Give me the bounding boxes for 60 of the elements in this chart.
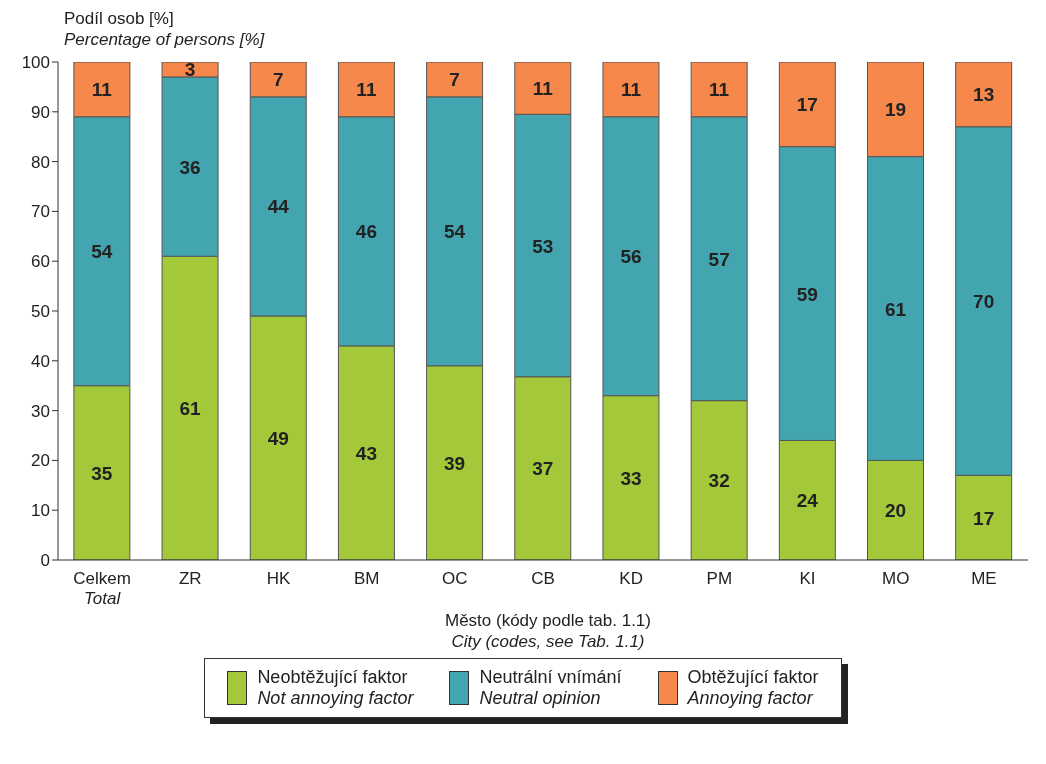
x-tick-label: MO xyxy=(882,569,910,588)
x-tick-label: KI xyxy=(799,569,816,588)
y-axis-title: Podíl osob [%] Percentage of persons [%] xyxy=(64,8,266,50)
data-label: 35 xyxy=(91,462,113,484)
data-label: 20 xyxy=(884,500,907,522)
data-label: 7 xyxy=(272,69,284,91)
legend-label: Obtěžující faktor Annoying factor xyxy=(687,667,819,709)
data-label: 39 xyxy=(444,452,466,474)
data-label: 7 xyxy=(449,69,460,91)
data-label: 3 xyxy=(184,59,196,81)
data-label: 36 xyxy=(179,156,201,178)
y-tick-label: 50 xyxy=(31,302,50,322)
data-label: 24 xyxy=(796,490,819,512)
y-tick-label: 100 xyxy=(21,53,50,73)
legend-label: Neutrální vnímání Neutral opinion xyxy=(479,667,622,709)
data-label: 49 xyxy=(267,427,289,449)
x-tick-label: ME xyxy=(971,569,997,588)
data-label: 11 xyxy=(356,79,377,101)
y-tick-label: 90 xyxy=(31,102,50,122)
x-tick-label: KD xyxy=(619,569,643,588)
x-tick-label: OC xyxy=(442,569,468,588)
x-tick-label: PM xyxy=(706,569,733,588)
x-tick-label: HK xyxy=(266,569,291,588)
x-tick-label: CB xyxy=(531,569,555,588)
y-tick-label: 70 xyxy=(31,202,50,222)
data-label: 11 xyxy=(91,79,113,101)
x-tick-label: ZR xyxy=(178,569,202,588)
data-label: 61 xyxy=(884,298,907,320)
data-label: 33 xyxy=(620,467,642,489)
data-label: 37 xyxy=(532,458,554,480)
data-label: 44 xyxy=(267,196,290,218)
data-label: 17 xyxy=(973,507,995,529)
x-axis-title: Město (kódy podle tab. 1.1) City (codes, see Tab. 1.1) xyxy=(444,610,652,652)
data-label: 57 xyxy=(708,248,730,270)
y-tick-label: 80 xyxy=(31,152,50,172)
y-tick-label: 60 xyxy=(31,252,50,272)
data-label: 54 xyxy=(91,241,113,263)
data-label: 59 xyxy=(796,283,818,305)
y-tick-label: 40 xyxy=(31,351,50,371)
data-label: 32 xyxy=(708,470,730,492)
data-label: 13 xyxy=(973,84,995,106)
data-label: 11 xyxy=(709,79,730,101)
data-label: 70 xyxy=(973,291,995,313)
x-tick-label: BM xyxy=(353,569,380,588)
data-label: 56 xyxy=(620,246,642,268)
data-label: 53 xyxy=(532,235,554,257)
y-tick-label: 20 xyxy=(31,451,50,471)
data-label: 19 xyxy=(884,99,907,121)
y-tick-label: 0 xyxy=(40,551,50,571)
data-label: 11 xyxy=(620,79,642,101)
data-label: 43 xyxy=(355,442,377,464)
data-label: 61 xyxy=(179,398,202,420)
y-tick-label: 30 xyxy=(31,401,50,421)
y-tick-label: 10 xyxy=(31,501,50,521)
data-label: 17 xyxy=(796,94,818,116)
data-label: 11 xyxy=(532,78,554,100)
data-label: 54 xyxy=(444,221,466,243)
legend-label: Neobtěžující faktor Not annoying factor xyxy=(257,667,414,709)
data-label: 46 xyxy=(355,221,377,243)
x-tick-label: Celkem Total xyxy=(73,569,131,608)
